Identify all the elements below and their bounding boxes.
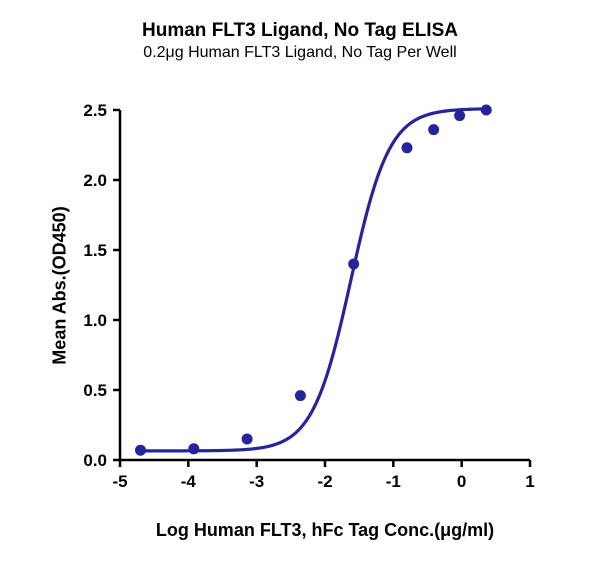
elisa-chart: Human FLT3 Ligand, No Tag ELISA 0.2μg Hu… [0,0,600,586]
y-tick-label: 0.5 [83,381,107,400]
y-tick-label: 2.5 [83,101,107,120]
x-tick-label: -4 [181,472,197,491]
x-tick-label: -2 [317,472,332,491]
data-point [402,142,413,153]
data-point [454,110,465,121]
data-point [135,445,146,456]
y-tick-label: 2.0 [83,171,107,190]
data-point [242,434,253,445]
x-tick-label: -5 [112,472,127,491]
data-point [428,124,439,135]
x-tick-label: 0 [457,472,466,491]
x-tick-label: -1 [386,472,401,491]
y-tick-label: 0.0 [83,451,107,470]
data-point [188,443,199,454]
x-tick-label: -3 [249,472,264,491]
y-tick-label: 1.5 [83,241,107,260]
data-point [348,259,359,270]
data-point [295,390,306,401]
plot-area: -5 -4 -3 -2 -1 0 1 0.0 0.5 1.0 1.5 2.0 2.5 [0,0,600,586]
x-tick-label: 1 [525,472,534,491]
y-tick-label: 1.0 [83,311,107,330]
data-point [481,105,492,116]
